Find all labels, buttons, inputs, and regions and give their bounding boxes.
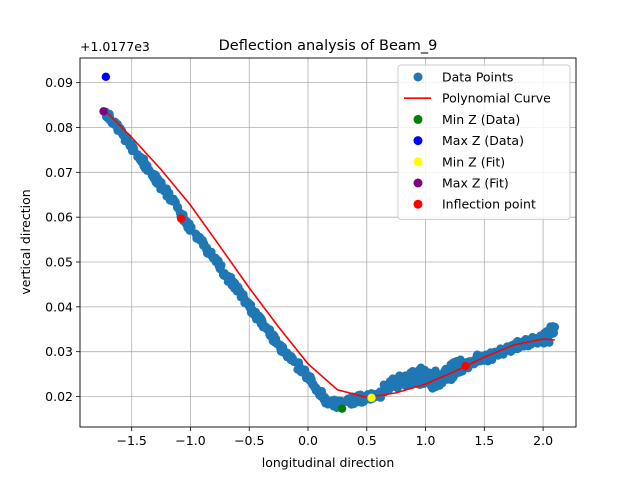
data-point bbox=[248, 308, 257, 318]
data-point bbox=[200, 241, 210, 251]
inflection-point-marker bbox=[461, 361, 470, 371]
data-point bbox=[431, 366, 440, 375]
polynomial-curve-line bbox=[105, 110, 555, 399]
data-point bbox=[359, 397, 369, 406]
data-point bbox=[225, 274, 234, 284]
data-point bbox=[193, 232, 202, 241]
y-tick-label: 0.02 bbox=[45, 389, 73, 404]
legend-marker-swatch bbox=[413, 114, 423, 124]
chart-title: Deflection analysis of Beam_9 bbox=[219, 38, 438, 54]
legend-marker-swatch bbox=[413, 199, 423, 209]
inflection-point-marker bbox=[176, 214, 186, 223]
min-z-data-marker bbox=[337, 404, 347, 413]
max-z-data-marker bbox=[101, 72, 111, 82]
data-point bbox=[431, 383, 440, 392]
data-point bbox=[329, 397, 338, 406]
x-tick-label: −0.5 bbox=[234, 433, 264, 448]
data-point bbox=[403, 376, 412, 386]
data-point bbox=[120, 132, 130, 142]
data-point bbox=[148, 170, 157, 180]
data-point bbox=[278, 342, 288, 352]
legend-label: Data Points bbox=[442, 70, 513, 85]
legend-marker-swatch bbox=[413, 178, 423, 188]
x-tick-label: 0.5 bbox=[357, 433, 377, 448]
y-tick-label: 0.05 bbox=[45, 255, 73, 270]
data-point bbox=[133, 150, 142, 159]
x-axis-label: longitudinal direction bbox=[262, 455, 395, 470]
x-tick-label: −1.5 bbox=[117, 433, 147, 448]
data-point bbox=[548, 329, 558, 338]
y-tick-label: 0.09 bbox=[45, 75, 73, 90]
data-point bbox=[452, 356, 462, 366]
x-tick-label: 2.0 bbox=[533, 433, 553, 448]
legend-label: Min Z (Fit) bbox=[442, 154, 505, 169]
x-tick-label: 1.0 bbox=[416, 433, 436, 448]
legend-marker-swatch bbox=[413, 157, 423, 167]
data-point bbox=[207, 247, 216, 257]
legend-label: Min Z (Data) bbox=[442, 112, 520, 127]
data-point bbox=[286, 355, 295, 365]
data-point bbox=[406, 369, 415, 378]
data-point bbox=[116, 123, 125, 133]
y-tick-label: 0.04 bbox=[45, 299, 73, 314]
legend-marker-swatch bbox=[413, 136, 423, 146]
data-point bbox=[392, 374, 401, 384]
data-point bbox=[316, 392, 326, 401]
data-point bbox=[293, 359, 302, 368]
y-offset-text: +1.0177e3 bbox=[80, 39, 150, 54]
legend-label: Polynomial Curve bbox=[442, 91, 551, 106]
data-point bbox=[126, 139, 135, 148]
data-point bbox=[143, 161, 152, 170]
axes-frame bbox=[79, 57, 577, 428]
legend-label: Max Z (Data) bbox=[442, 133, 524, 148]
x-tick-label: 0.0 bbox=[298, 433, 318, 448]
data-point bbox=[239, 292, 248, 302]
legend-label: Max Z (Fit) bbox=[442, 176, 509, 191]
data-point bbox=[186, 222, 195, 232]
legend-marker-swatch bbox=[413, 72, 423, 82]
data-point bbox=[343, 394, 353, 404]
data-point bbox=[414, 370, 423, 379]
data-point bbox=[416, 363, 426, 372]
polynomial-curve-series bbox=[105, 110, 555, 399]
data-point bbox=[154, 178, 164, 188]
y-tick-label: 0.03 bbox=[45, 344, 73, 359]
x-tick-label: 1.5 bbox=[474, 433, 494, 448]
x-tick-label: −1.0 bbox=[175, 433, 205, 448]
data-point bbox=[165, 188, 174, 198]
data-point bbox=[257, 318, 266, 327]
special-points bbox=[99, 72, 470, 413]
legend-box bbox=[397, 64, 571, 220]
max-z-fit-marker bbox=[99, 107, 108, 116]
data-point bbox=[209, 254, 219, 264]
min-z-fit-marker bbox=[367, 393, 376, 403]
data-point bbox=[169, 194, 178, 204]
y-axis-ticks: 0.02 0.03 0.04 0.05 0.06 0.07 0.08 0.09 bbox=[45, 75, 80, 404]
data-point bbox=[158, 184, 168, 194]
y-tick-label: 0.06 bbox=[45, 210, 73, 225]
legend-label: Inflection point bbox=[442, 197, 536, 212]
data-point bbox=[306, 372, 315, 381]
data-point bbox=[267, 329, 276, 339]
data-point bbox=[269, 337, 279, 346]
legend: Data Points Polynomial Curve Min Z (Data) M… bbox=[397, 64, 571, 220]
data-point bbox=[349, 399, 358, 409]
y-tick-label: 0.08 bbox=[45, 120, 73, 135]
data-point bbox=[540, 328, 549, 338]
data-points-series bbox=[101, 107, 560, 412]
data-point bbox=[514, 344, 523, 353]
y-axis-label: vertical direction bbox=[18, 189, 33, 294]
y-tick-label: 0.07 bbox=[45, 165, 73, 180]
x-axis-ticks: −1.5 −1.0 −0.5 0.0 0.5 1.0 1.5 2.0 bbox=[117, 427, 553, 448]
